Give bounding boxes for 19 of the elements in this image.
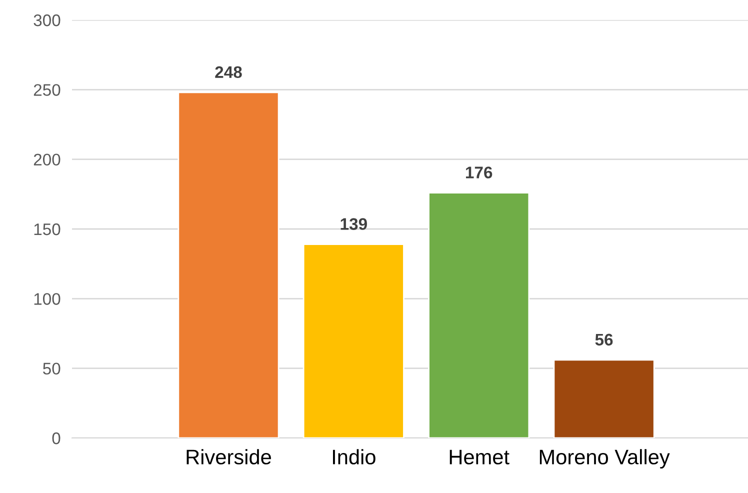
x-tick-label: Riverside: [186, 449, 271, 464]
x-tick-label: Moreno Valley: [540, 449, 670, 469]
data-label: 56: [595, 334, 613, 346]
y-tick-label: 300: [34, 14, 60, 26]
y-tick-label: 0: [52, 432, 60, 444]
y-tick-label: 50: [43, 362, 60, 375]
y-tick-label: 250: [34, 84, 60, 96]
bar: [428, 192, 530, 438]
bar: [178, 92, 280, 438]
data-label: 176: [466, 166, 492, 178]
y-tick-label: 100: [34, 293, 60, 305]
x-tick-label: Hemet: [450, 450, 510, 464]
bar: [553, 359, 655, 438]
data-label: 139: [340, 218, 367, 230]
bar: [302, 244, 404, 438]
data-label: 248: [215, 66, 242, 78]
y-tick-label: 150: [34, 223, 60, 236]
y-tick-label: 200: [34, 154, 60, 166]
x-tick-label: Indio: [333, 449, 376, 464]
